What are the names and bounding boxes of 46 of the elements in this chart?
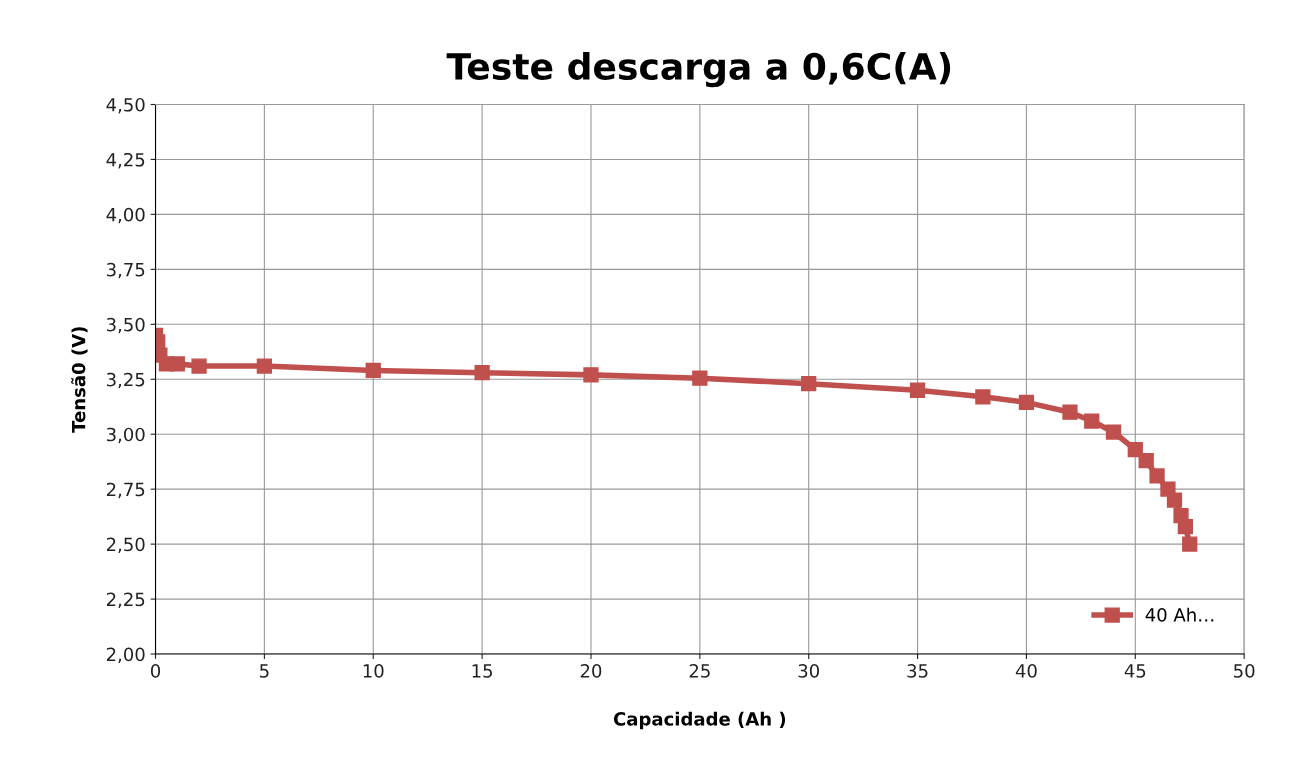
y-tick-label: 3,75 bbox=[106, 262, 145, 279]
chart-title: Teste descarga a 0,6C(A) bbox=[446, 52, 951, 88]
point bbox=[191, 358, 207, 374]
y-tick-label: 3,00 bbox=[106, 427, 145, 444]
point bbox=[692, 370, 708, 386]
point bbox=[1018, 394, 1035, 410]
y-tick-label: 3,25 bbox=[106, 372, 145, 389]
point bbox=[1127, 441, 1143, 458]
y-tick-label: 4,00 bbox=[106, 207, 145, 224]
point bbox=[1105, 424, 1122, 440]
x-axis-title: Capacidade (Ah ) bbox=[613, 711, 786, 730]
legend-label: 40 Ah… bbox=[1145, 607, 1214, 622]
point bbox=[1166, 492, 1183, 508]
x-tick-label: 35 bbox=[907, 664, 928, 678]
y-axis-title: Tensã0 (V) bbox=[71, 327, 88, 433]
x-tick-label: 45 bbox=[1124, 664, 1146, 678]
point bbox=[909, 382, 926, 398]
point bbox=[256, 358, 273, 374]
point bbox=[1182, 536, 1198, 552]
y-tick-label: 2,75 bbox=[106, 482, 145, 499]
point bbox=[1149, 468, 1165, 484]
point bbox=[1138, 452, 1154, 469]
y-tick-label: 2,25 bbox=[106, 592, 145, 609]
x-tick-label: 5 bbox=[260, 664, 269, 678]
x-tick-label: 25 bbox=[689, 664, 710, 678]
x-tick-label: 50 bbox=[1234, 664, 1255, 678]
x-tick-label: 30 bbox=[798, 664, 819, 678]
y-tick-label: 4,25 bbox=[106, 152, 145, 169]
y-tick-label: 2,50 bbox=[106, 537, 145, 554]
x-tick-label: 0 bbox=[150, 664, 161, 678]
point bbox=[1177, 518, 1194, 535]
x-tick-label: 20 bbox=[580, 664, 602, 678]
y-tick-label: 4,50 bbox=[106, 97, 145, 114]
x-tick-label: 10 bbox=[363, 664, 384, 678]
point bbox=[1084, 413, 1100, 429]
point bbox=[801, 376, 817, 392]
point bbox=[365, 362, 381, 379]
point bbox=[583, 367, 599, 383]
point bbox=[169, 356, 185, 372]
y-tick-label: 2,00 bbox=[106, 647, 145, 663]
point bbox=[474, 365, 490, 381]
point bbox=[1062, 404, 1078, 420]
x-tick-label: 40 bbox=[1015, 664, 1037, 678]
point bbox=[975, 389, 991, 405]
y-tick-label: 3,50 bbox=[106, 317, 145, 334]
x-tick-label: 15 bbox=[472, 664, 493, 678]
